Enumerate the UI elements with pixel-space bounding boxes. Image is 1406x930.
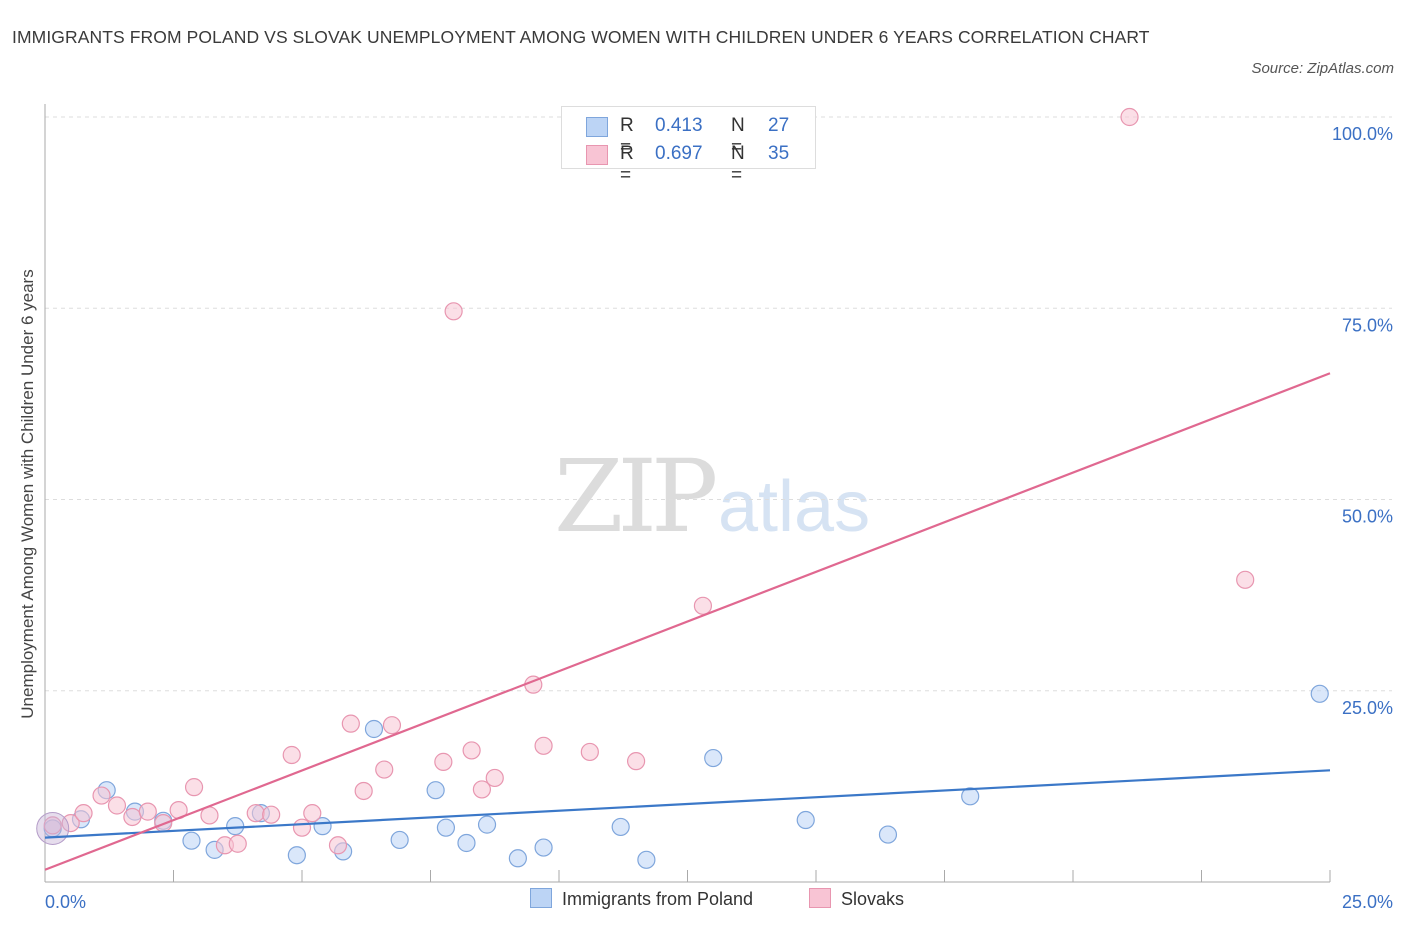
slovak-point xyxy=(246,804,265,823)
n-value: 27 xyxy=(768,115,790,136)
slovak-point xyxy=(693,596,713,615)
legend-swatch-pink xyxy=(586,145,608,165)
x-tick-label: 25.0% xyxy=(1342,892,1393,912)
slovak-point xyxy=(292,818,312,837)
chart-title: IMMIGRANTS FROM POLAND VS SLOVAK UNEMPLO… xyxy=(12,27,1150,47)
slovak-point xyxy=(184,778,204,797)
correlation-legend: R = 0.413 N = 27 R = 0.697 N = 35 xyxy=(561,106,816,186)
slovak-point xyxy=(123,807,142,827)
poland-point xyxy=(390,830,409,850)
legend-item-slovaks: Slovaks xyxy=(809,888,904,910)
n-label: N = xyxy=(731,143,745,186)
y-tick-label: 75.0% xyxy=(1342,315,1393,335)
poland-point xyxy=(426,781,445,800)
legend-swatch-blue xyxy=(530,888,552,908)
watermark-atlas: atlas xyxy=(718,467,871,547)
watermark-zip: ZIP xyxy=(554,438,718,555)
y-tick-label: 25.0% xyxy=(1342,698,1393,718)
y-tick-label: 50.0% xyxy=(1342,507,1393,527)
r-value: 0.697 xyxy=(655,143,703,164)
poland-point xyxy=(704,748,723,768)
legend-label-poland: Immigrants from Poland xyxy=(562,889,754,909)
x-tick-label: 0.0% xyxy=(45,892,86,912)
slovak-point xyxy=(341,714,360,733)
n-label: N = xyxy=(731,115,745,158)
slovak-point xyxy=(228,834,247,853)
r-label: R = xyxy=(620,143,634,186)
poland-point xyxy=(796,810,815,830)
poland-point xyxy=(508,849,527,868)
slovak-point xyxy=(1236,570,1255,589)
r-label: R = xyxy=(620,115,634,158)
slovak-point xyxy=(626,752,646,771)
slovak-point xyxy=(1120,107,1139,127)
slovak-point xyxy=(382,716,402,735)
slovak-point xyxy=(444,302,463,321)
poland-point xyxy=(961,787,980,806)
slovak-trend-line xyxy=(44,372,1331,871)
legend-swatch-pink xyxy=(809,888,831,908)
legend-item-poland: Immigrants from Poland xyxy=(530,888,753,910)
slovak-point xyxy=(61,813,80,833)
poland-point xyxy=(477,815,497,834)
source-credit: Source: ZipAtlas.com xyxy=(1251,60,1394,77)
poland-point xyxy=(878,825,898,844)
slovak-point xyxy=(43,816,62,835)
r-value: 0.413 xyxy=(655,115,703,136)
poland-point xyxy=(534,838,553,857)
poland-point xyxy=(611,817,630,837)
poland-point xyxy=(457,833,476,853)
poland-point xyxy=(436,818,456,837)
slovak-point xyxy=(534,736,553,755)
n-value: 35 xyxy=(768,143,790,164)
poland-point xyxy=(364,719,384,739)
poland-trend-line xyxy=(44,769,1331,839)
cluster-point xyxy=(36,811,70,845)
poland-point xyxy=(287,846,306,865)
slovak-point xyxy=(303,804,322,823)
poland-point xyxy=(226,817,245,836)
slovak-point xyxy=(434,752,453,771)
slovak-point xyxy=(138,802,157,821)
y-tick-label: 100.0% xyxy=(1332,124,1393,144)
slovak-point xyxy=(262,805,281,824)
slovak-point xyxy=(74,804,93,823)
poland-point xyxy=(637,850,656,869)
slovak-point xyxy=(282,745,301,765)
slovak-point xyxy=(485,768,504,788)
slovak-point xyxy=(107,796,127,815)
slovak-point xyxy=(580,742,599,762)
slovak-point xyxy=(462,741,481,760)
poland-point xyxy=(182,831,201,850)
slovak-point xyxy=(375,760,394,779)
slovak-point xyxy=(328,836,348,855)
slovak-point xyxy=(354,781,373,801)
legend-label-slovaks: Slovaks xyxy=(841,889,905,909)
slovak-point xyxy=(472,780,491,799)
legend-swatch-blue xyxy=(586,117,608,137)
poland-point xyxy=(1310,684,1329,703)
slovak-point xyxy=(92,786,111,805)
